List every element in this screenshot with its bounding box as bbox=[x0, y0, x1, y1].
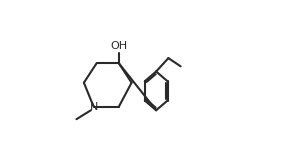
Text: N: N bbox=[89, 101, 98, 112]
Text: OH: OH bbox=[110, 41, 128, 51]
